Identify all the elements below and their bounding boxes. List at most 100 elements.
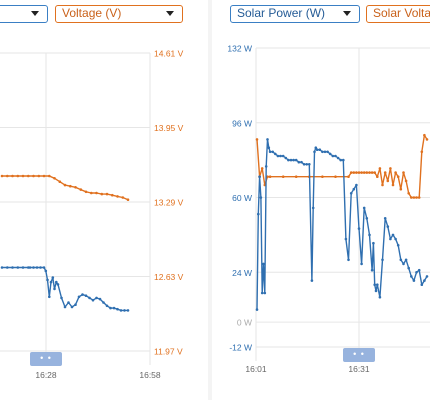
solar-voltage-series-point [365,171,369,174]
time-range-handle-dots: • • [353,349,365,359]
x-tick-label: 16:28 [35,370,57,380]
solar-power-series-point [352,187,356,191]
voltage-series-point [90,191,93,195]
solar-power-series-point [402,262,405,266]
time-range-handle[interactable]: • • [343,348,375,362]
solar-power-series-point [266,138,269,141]
solar-power-series-point [373,283,376,287]
power-series-point [44,269,48,273]
solar-voltage-series-point [389,167,392,170]
solar-voltage-series-point [355,171,358,174]
x-tick-label: 16:31 [348,364,370,374]
solar-power-series-point [370,268,374,272]
solar-voltage-series-point [370,171,374,174]
solar-power-series-point [334,154,337,158]
power-series-point [46,278,49,282]
solar-power-series-point [412,279,416,282]
voltage-series-point [116,195,119,198]
y-tick-label: 96 W [232,118,252,128]
series-dropdown-left[interactable] [0,5,48,23]
power-series-point [16,266,20,269]
voltage-series-point [0,174,4,178]
left-chart: 14.61 V 13.95 V 13.29 V 12.63 V 11.97 V 16:28… [0,49,184,380]
power-series-point [102,301,105,304]
x-tick-label: 16:01 [245,364,267,374]
solar-voltage-series-point [347,175,350,178]
chevron-down-icon [166,11,174,16]
solar-power-series-point [302,163,306,166]
power-series-point [49,280,53,284]
left-chart-panel: Voltage (V) 14.61 V 13.95 V 13.29 V 12.63 V… [0,0,208,400]
right-chart: 132 W 96 W 60 W 24 W 0 W -12 W 16:01 16:31 [227,44,430,374]
solar-voltage-series-point [349,171,353,174]
solar-voltage-dropdown-label: Solar Volta [373,6,430,20]
power-series-point [95,296,98,300]
solar-power-series-point [425,275,429,278]
voltage-series-point [27,174,30,178]
solar-power-series-line [256,138,428,310]
solar-voltage-series-point [378,167,382,170]
solar-power-series-point [308,163,311,166]
power-series-point [98,297,102,301]
power-series-point [123,309,126,312]
power-series-point [77,295,81,299]
solar-power-dropdown-label: Solar Power (W) [237,6,326,20]
solar-power-series-point [292,158,295,162]
solar-voltage-series-point [383,171,387,174]
voltage-series-point [63,183,67,187]
solar-power-dropdown[interactable]: Solar Power (W) [230,5,360,23]
solar-power-series-point [347,258,350,262]
solar-power-series-point [281,154,285,158]
voltage-series-line [2,175,129,201]
panel-divider [208,0,212,400]
solar-power-series-point [365,217,369,220]
time-range-handle[interactable]: • • [30,352,62,366]
solar-voltage-series-point [420,150,424,154]
solar-power-series-point [271,150,274,154]
power-series-point [88,296,91,300]
power-series-point [84,294,88,298]
solar-power-series-point [323,150,327,154]
power-series-point [105,304,109,308]
solar-power-series-point [318,148,322,151]
power-series-point [119,309,123,312]
solar-power-series-point [420,283,424,287]
voltage-series-point [100,192,104,196]
power-series-point [48,295,51,299]
solar-power-series-point [383,217,387,220]
y-tick-label: 60 W [232,193,252,203]
solar-voltage-series-point [415,196,418,199]
power-series-point [60,296,63,300]
chevron-down-icon [31,11,39,16]
solar-voltage-series-point [402,171,405,174]
solar-voltage-series-point [334,175,337,178]
voltage-series-point [84,190,88,194]
solar-power-series-point [342,158,345,162]
y-tick-label: 12.63 V [154,272,184,282]
voltage-series-point [6,174,9,178]
voltage-series-point [32,174,35,178]
solar-power-series-point [313,150,316,154]
solar-voltage-series-point [268,175,272,178]
voltage-series-point [11,174,14,178]
solar-voltage-series-point [360,171,363,174]
solar-voltage-series-point [352,171,356,174]
solar-power-series-point [344,237,348,241]
power-series-point [109,306,112,310]
solar-power-series-point [294,158,298,162]
solar-voltage-dropdown[interactable]: Solar Volta [366,5,430,23]
power-series-point [28,266,32,269]
y-tick-label: -12 W [229,343,252,353]
solar-power-series-point [279,154,282,158]
solar-voltage-series-point [266,175,269,178]
voltage-dropdown[interactable]: Voltage (V) [55,5,183,23]
voltage-series-point [48,174,51,178]
solar-power-series-point [407,266,410,270]
solar-power-series-point [399,258,403,262]
solar-voltage-series-point [396,175,400,178]
voltage-series-point [53,177,56,180]
y-tick-label: 24 W [232,268,252,278]
time-range-handle-dots: • • [40,353,52,363]
solar-voltage-series-point [399,187,403,191]
solar-power-series-point [339,158,342,162]
